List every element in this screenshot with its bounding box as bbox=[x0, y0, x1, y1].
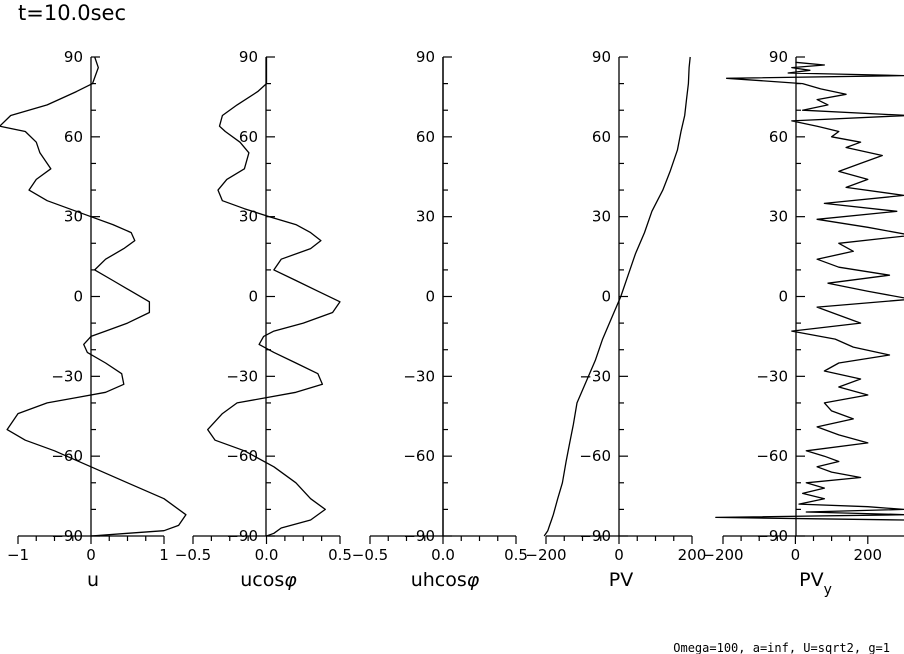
panel-PVy: 90 60 30 0 −30 −60 −90 −200 0 200 PVy bbox=[702, 48, 904, 598]
y-tick-label: 60 bbox=[769, 128, 788, 146]
y-tick-label: −30 bbox=[756, 367, 788, 385]
panel-uhcosphi: 90 60 30 0 −30 −60 −90 −0.5 0.0 0.5 uhcosφ bbox=[352, 48, 528, 591]
x-tick-label: 200 bbox=[853, 546, 882, 564]
x-tick-label: −200 bbox=[525, 546, 566, 564]
y-tick-label: −90 bbox=[756, 527, 788, 545]
y-tick-label: 90 bbox=[592, 48, 611, 66]
x-tick-label: 1 bbox=[159, 546, 169, 564]
y-tick-label: 30 bbox=[416, 208, 435, 226]
y-tick-label: −60 bbox=[579, 447, 611, 465]
y-tick-label: 0 bbox=[73, 288, 83, 306]
y-tick-label: −90 bbox=[226, 527, 258, 545]
x-axis-label-part: u bbox=[87, 569, 99, 591]
x-tick-label: −200 bbox=[702, 546, 743, 564]
y-tick-label: −60 bbox=[756, 447, 788, 465]
x-tick-label: −0.5 bbox=[175, 546, 211, 564]
y-tick-label: 30 bbox=[592, 208, 611, 226]
x-axis-label-part: y bbox=[824, 582, 832, 598]
x-tick-label: 0 bbox=[614, 546, 624, 564]
x-axis-label-uhcosphi: uhcosφ bbox=[411, 569, 480, 591]
y-tick-label: −60 bbox=[226, 447, 258, 465]
x-axis-label-part: PV bbox=[799, 569, 823, 591]
y-tick-label: 60 bbox=[416, 128, 435, 146]
y-tick-label: −60 bbox=[403, 447, 435, 465]
x-tick-label: 0.5 bbox=[504, 546, 528, 564]
x-tick-label: −1 bbox=[7, 546, 29, 564]
x-axis-label-part: PV bbox=[609, 569, 633, 591]
y-tick-label: 60 bbox=[592, 128, 611, 146]
x-tick-label: 0.0 bbox=[431, 546, 455, 564]
y-tick-label: −30 bbox=[403, 367, 435, 385]
y-tick-label: −90 bbox=[403, 527, 435, 545]
y-tick-label: 30 bbox=[769, 208, 788, 226]
y-tick-label: 90 bbox=[64, 48, 83, 66]
series-line-PVy bbox=[715, 61, 904, 521]
y-tick-label: 90 bbox=[239, 48, 258, 66]
x-axis-label-u: u bbox=[87, 569, 99, 591]
x-tick-label: 200 bbox=[678, 546, 707, 564]
series-line-ucosphi bbox=[207, 57, 341, 537]
figure-title: t=10.0sec bbox=[18, 1, 126, 25]
x-axis-label-part: φ bbox=[284, 569, 297, 591]
y-tick-label: 90 bbox=[416, 48, 435, 66]
x-tick-label: −0.5 bbox=[352, 546, 388, 564]
y-tick-label: 0 bbox=[778, 288, 788, 306]
y-tick-label: 60 bbox=[239, 128, 258, 146]
x-axis-label-PVy: PVy bbox=[799, 569, 832, 598]
panel-PV: 90 60 30 0 −30 −60 −90 −200 0 200 PV bbox=[525, 48, 706, 591]
x-tick-label: 0 bbox=[86, 546, 96, 564]
y-tick-label: 0 bbox=[601, 288, 611, 306]
y-tick-label: 60 bbox=[64, 128, 83, 146]
series-line-u bbox=[0, 56, 187, 537]
y-tick-label: −30 bbox=[51, 367, 83, 385]
x-axis-label-ucosphi: ucosφ bbox=[240, 569, 297, 591]
x-axis-label-part: uhcos bbox=[411, 569, 467, 591]
x-axis-label-part: ucos bbox=[240, 569, 284, 591]
y-tick-label: −90 bbox=[51, 527, 83, 545]
y-tick-label: −90 bbox=[579, 527, 611, 545]
y-tick-label: 0 bbox=[248, 288, 258, 306]
y-tick-label: 90 bbox=[769, 48, 788, 66]
footer-parameters: Omega=100, a=inf, U=sqrt2, g=1 bbox=[673, 641, 890, 654]
y-tick-label: 0 bbox=[425, 288, 435, 306]
x-axis-label-part: φ bbox=[467, 569, 480, 591]
y-tick-label: −30 bbox=[226, 367, 258, 385]
panels: 90 60 30 0 −30 −60 −90 −1 0 1 u 90 60 30 0 −30 −60 −90 −0.… bbox=[0, 48, 904, 598]
x-tick-label: 0 bbox=[791, 546, 801, 564]
x-tick-label: 0.0 bbox=[255, 546, 279, 564]
y-tick-label: −30 bbox=[579, 367, 611, 385]
x-axis-label-PV: PV bbox=[609, 569, 633, 591]
series-line-PV bbox=[543, 56, 691, 537]
x-tick-label: 0.5 bbox=[328, 546, 352, 564]
